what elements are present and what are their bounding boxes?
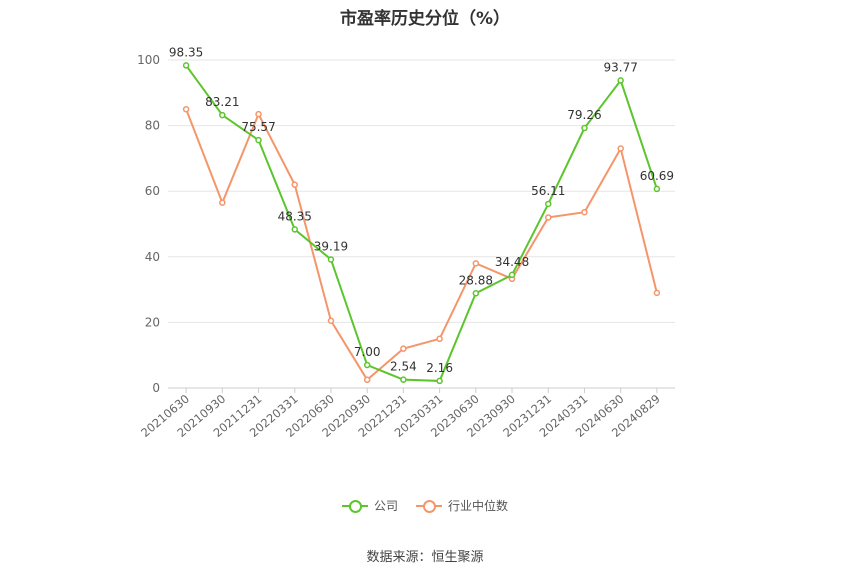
data-point [255,110,262,118]
y-tick-label: 20 [145,315,160,329]
data-point [363,361,371,369]
data-label: 34.48 [495,255,529,269]
data-point [182,105,190,113]
data-label: 75.57 [241,120,275,134]
series-lines [182,62,661,385]
data-label: 2.16 [426,361,453,375]
data-point [436,377,443,385]
data-point [617,145,624,152]
data-label: 56.11 [531,184,565,198]
data-point [327,317,335,325]
legend-industry-label: 行业中位数 [448,499,509,513]
y-tick-label: 40 [145,250,160,264]
y-tick-label: 100 [137,53,160,67]
data-point [653,185,661,193]
data-point [182,62,190,69]
chart-title: 市盈率历史分位（%） [339,9,511,29]
series-line [185,108,658,382]
data-label: 39.19 [314,239,348,253]
data-point [545,200,552,208]
legend-company-swatch [341,499,368,513]
legend-company-label: 公司 [373,499,398,513]
data-point [400,345,407,352]
legend-item-industry-median[interactable]: 行业中位数 [416,497,508,514]
data-label: 79.26 [567,108,601,122]
legend-industry-swatch [416,499,442,513]
data-point [508,271,516,279]
legend: 公司 行业中位数 [0,497,850,514]
data-label: 60.69 [640,169,674,183]
y-tick-label: 60 [145,184,160,198]
grid-lines [168,59,675,323]
data-point [581,208,588,216]
data-point [617,77,624,84]
data-point [581,124,588,132]
series-company [182,62,661,385]
data-point [291,226,298,233]
data-point [219,199,226,206]
data-label: 2.54 [390,360,417,374]
data-point [219,111,226,119]
data-point [255,136,262,144]
data-label: 93.77 [603,60,637,74]
data-point [363,376,371,384]
data-point [327,256,335,263]
series-industry-median [182,105,661,384]
data-label: 7.00 [354,345,381,359]
legend-item-company[interactable]: 公司 [341,497,398,514]
data-label: 83.21 [205,95,239,109]
data-label: 28.88 [459,273,493,287]
data-point [472,260,480,267]
data-source: 数据来源：恒生聚源 [366,550,484,565]
data-point [653,289,661,297]
y-tick-label: 80 [145,119,160,133]
data-point [472,290,480,297]
y-tick-label: 0 [152,381,160,395]
data-label: 98.35 [169,45,203,59]
series-line [185,64,658,382]
data-point [291,181,298,188]
data-point [545,214,552,221]
data-point [400,376,407,383]
data-point [436,335,443,343]
data-label: 48.35 [278,209,312,223]
